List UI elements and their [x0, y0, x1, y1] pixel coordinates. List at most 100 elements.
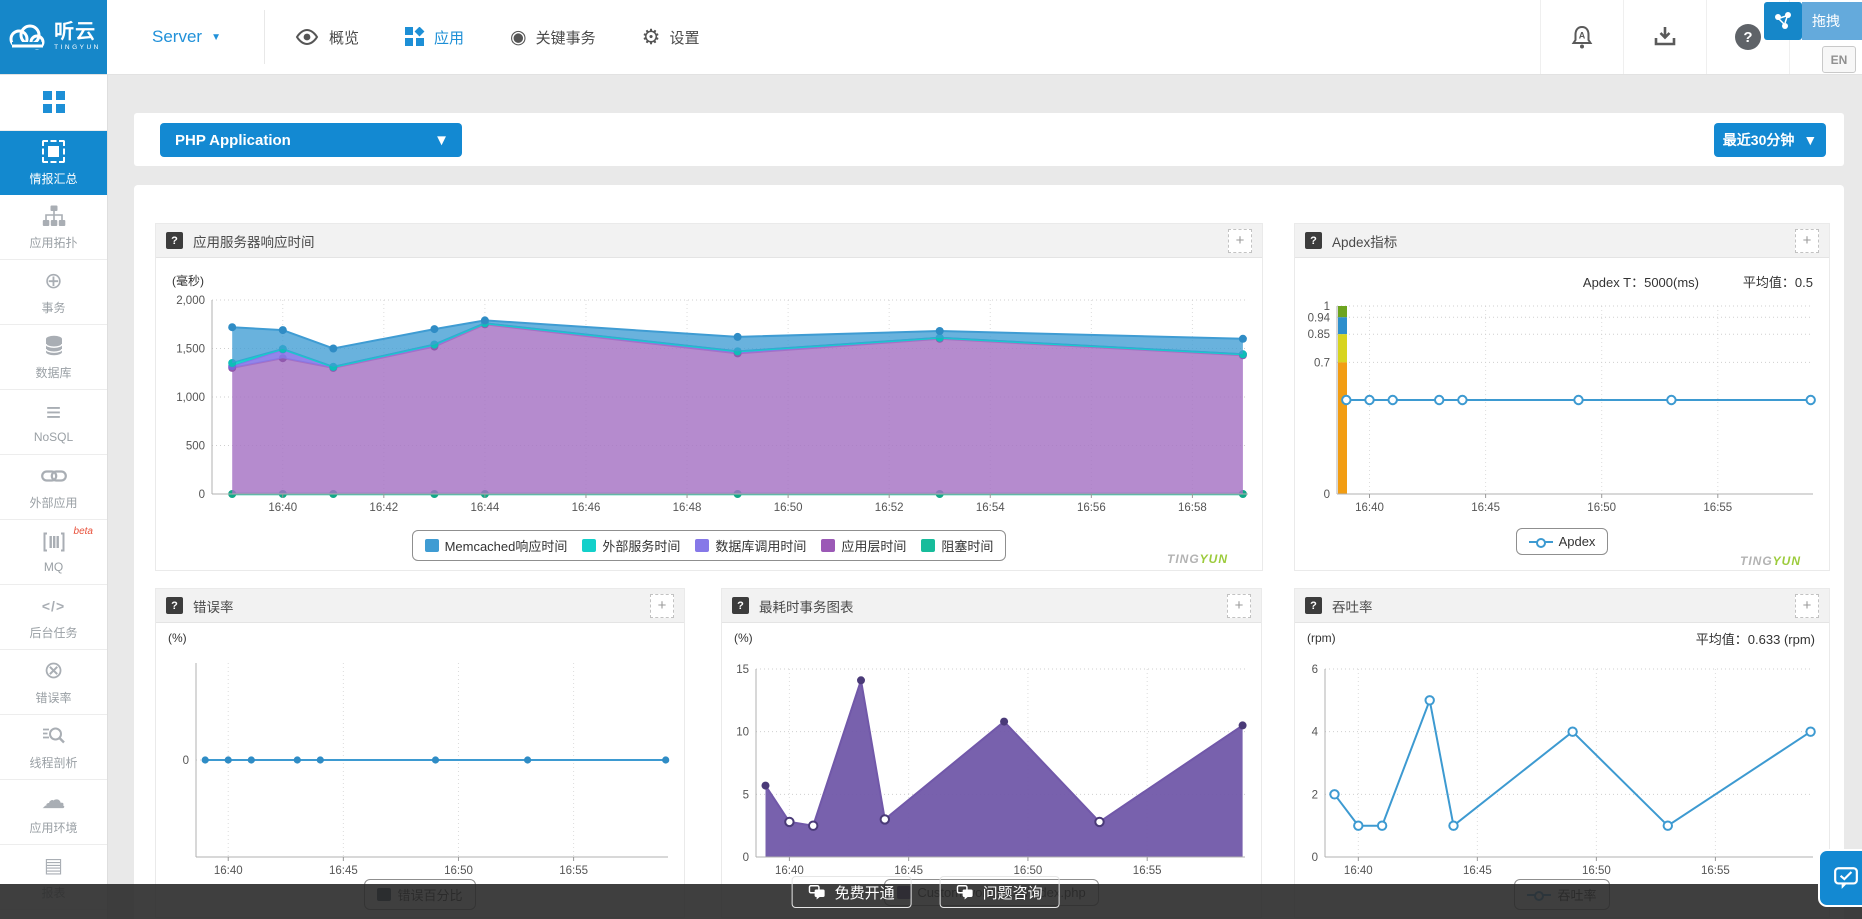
- brand-name-en: TINGYUN: [54, 44, 101, 52]
- svg-text:500: 500: [186, 441, 205, 453]
- tingyun-logo[interactable]: 听云 TINGYUN: [0, 0, 107, 74]
- legend-item[interactable]: 阻塞时间: [921, 536, 993, 555]
- legend-item[interactable]: 外部服务时间: [582, 536, 680, 555]
- application-selector[interactable]: PHP Application ▼: [160, 123, 462, 157]
- target-icon: ◉: [510, 26, 527, 48]
- panel-title: Apdex指标: [1332, 234, 1398, 250]
- sidebar-item-database[interactable]: 数据库: [0, 325, 107, 390]
- response-time-legend: Memcached响应时间 外部服务时间 数据库调用时间 应用层时间 阻塞时间: [411, 530, 1007, 561]
- legend-box-swatch: [695, 539, 710, 552]
- sidebar-item-nosql[interactable]: ≡ NoSQL: [0, 390, 107, 455]
- sidebar-item-topology[interactable]: 应用拓扑: [0, 195, 107, 260]
- feedback-float-button[interactable]: [1818, 849, 1862, 907]
- chat-icon: [956, 884, 973, 899]
- nav-item-settings[interactable]: ⚙ 设置: [641, 25, 700, 49]
- legend-item[interactable]: 应用层时间: [821, 536, 906, 555]
- application-selector-value: PHP Application: [175, 131, 291, 149]
- expand-button[interactable]: +: [1795, 228, 1819, 253]
- apdex-chart[interactable]: 0 0.7 0.85 0.941 16:40 16:45 16:50 16:55: [1297, 298, 1827, 520]
- expand-button[interactable]: +: [1227, 593, 1251, 618]
- sidebar-item-external-apps[interactable]: 外部应用: [0, 455, 107, 520]
- time-range-selector[interactable]: 最近30分钟 ▼: [1714, 123, 1826, 157]
- svg-text:10: 10: [736, 727, 749, 739]
- response-time-chart[interactable]: 0 500 1,000 1,500 2,000 16:40 16:42 16:44 16:46 1…: [156, 290, 1262, 522]
- download-button[interactable]: [1623, 0, 1706, 74]
- legend-item[interactable]: Memcached响应时间: [424, 536, 567, 555]
- sidebar-item-error-rate[interactable]: ⊗ 错误率: [0, 650, 107, 715]
- svg-text:16:45: 16:45: [1471, 502, 1500, 514]
- filter-toolbar: PHP Application ▼ 最近30分钟 ▼: [134, 113, 1844, 166]
- gear-icon: ⚙: [641, 25, 661, 49]
- apdex-average-value: 平均值：0.5: [1742, 275, 1813, 290]
- report-icon: ▤: [44, 854, 63, 877]
- main-nav: 概览 应用 ◉ 关键事务 ⚙ 设置: [294, 0, 699, 74]
- expand-button[interactable]: +: [650, 593, 674, 618]
- svg-text:4: 4: [1312, 727, 1319, 739]
- tingyun-watermark: TINGYUN: [1166, 552, 1228, 566]
- sidebar-item-mq[interactable]: beta MQ: [0, 520, 107, 585]
- free-trial-button[interactable]: 免费开通: [791, 876, 912, 908]
- legend-item[interactable]: Apdex: [1528, 534, 1596, 549]
- apps-grid-icon: [42, 91, 65, 113]
- error-rate-chart[interactable]: 0 16:40 16:45 16:50 16:55: [156, 651, 684, 887]
- alert-bell-icon: A: [1571, 25, 1593, 49]
- svg-text:16:55: 16:55: [1703, 502, 1732, 514]
- nav-item-key-transactions[interactable]: ◉ 关键事务: [510, 26, 596, 48]
- help-icon[interactable]: ?: [1305, 232, 1322, 249]
- throughput-chart[interactable]: 0 2 4 6 16:40 16:45 16:50 16:55: [1295, 651, 1829, 887]
- apdex-t-value: Apdex T：5000(ms): [1582, 275, 1699, 290]
- svg-text:16:45: 16:45: [1463, 865, 1492, 877]
- external-link-icon: [40, 464, 67, 488]
- consult-button[interactable]: 问题咨询: [939, 876, 1060, 908]
- nosql-list-icon: ≡: [45, 397, 62, 427]
- help-icon[interactable]: ?: [166, 597, 183, 614]
- legend-label: 外部服务时间: [602, 539, 681, 554]
- panel-title: 吞吐率: [1332, 599, 1373, 615]
- promo-bottom-bar: 免费开通 问题咨询: [0, 876, 1862, 919]
- topbar: 听云 TINGYUN Server ▼ 概览: [0, 0, 1862, 75]
- help-icon[interactable]: ?: [1305, 597, 1322, 614]
- legend-item[interactable]: 数据库调用时间: [695, 536, 806, 555]
- legend-box-swatch: [582, 539, 597, 552]
- sidebar-item-transactions[interactable]: ⊕ 事务: [0, 260, 107, 325]
- sidebar-item-background-tasks[interactable]: </> 后台任务: [0, 585, 107, 650]
- svg-text:16:40: 16:40: [1355, 502, 1384, 514]
- svg-text:0.85: 0.85: [1308, 329, 1330, 341]
- svg-text:2,000: 2,000: [176, 295, 205, 307]
- svg-text:16:50: 16:50: [774, 502, 803, 514]
- svg-text:6: 6: [1312, 664, 1318, 676]
- svg-text:0: 0: [1312, 852, 1318, 864]
- svg-text:16:46: 16:46: [572, 502, 601, 514]
- language-toggle-button[interactable]: EN: [1822, 46, 1856, 73]
- sidebar-item-app-environment[interactable]: ☁ 应用环境: [0, 780, 107, 845]
- legend-label: Apdex: [1558, 534, 1596, 549]
- top-transactions-panel: ? 最耗时事务图表 + (%) 0 5 10 15 16:40 16:45 16:50 16:…: [721, 588, 1262, 918]
- legend-label: 数据库调用时间: [715, 539, 807, 554]
- nav-item-applications[interactable]: 应用: [405, 27, 464, 48]
- brand-name-cn: 听云: [54, 21, 97, 44]
- legend-label: 阻塞时间: [941, 539, 994, 554]
- server-dropdown[interactable]: Server ▼: [152, 0, 221, 74]
- svg-text:16:40: 16:40: [214, 865, 243, 877]
- download-icon: [1654, 27, 1676, 46]
- drag-widget[interactable]: 拖拽: [1764, 2, 1862, 40]
- sidebar-apps-launcher[interactable]: [0, 74, 107, 131]
- svg-text:A: A: [1579, 31, 1586, 41]
- sidebar-item-summary[interactable]: 情报汇总: [0, 131, 107, 195]
- help-icon[interactable]: ?: [732, 597, 749, 614]
- topology-icon: [42, 204, 66, 228]
- help-icon[interactable]: ?: [166, 232, 183, 249]
- expand-button[interactable]: +: [1795, 593, 1819, 618]
- expand-button[interactable]: +: [1228, 228, 1252, 253]
- sidebar-item-thread-analysis[interactable]: 线程剖析: [0, 715, 107, 780]
- apdex-legend: Apdex: [1515, 528, 1609, 555]
- mq-queue-icon: [42, 530, 66, 554]
- svg-text:0: 0: [199, 489, 205, 501]
- legend-label: 应用层时间: [841, 539, 907, 554]
- help-icon: ?: [1735, 24, 1761, 50]
- nav-item-overview[interactable]: 概览: [294, 27, 359, 48]
- alerts-button[interactable]: A: [1540, 0, 1623, 74]
- top-transactions-chart[interactable]: 0 5 10 15 16:40 16:45 16:50 16:55: [722, 651, 1261, 887]
